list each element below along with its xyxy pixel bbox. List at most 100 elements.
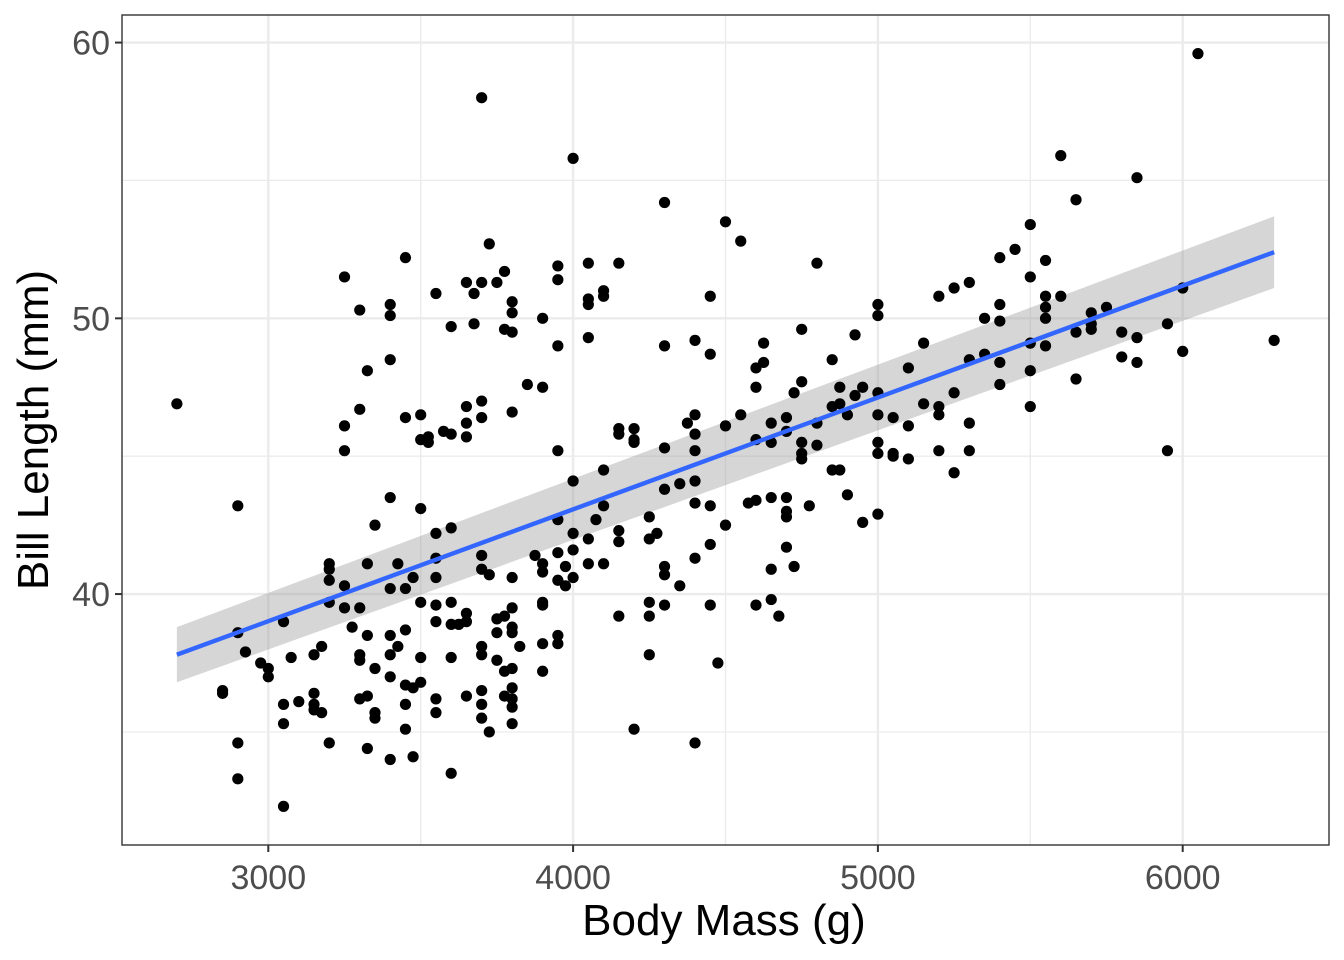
data-point — [415, 502, 427, 515]
data-point — [445, 651, 457, 664]
data-point — [498, 610, 511, 622]
data-point — [384, 309, 396, 322]
x-tick-label: 6000 — [1145, 859, 1221, 897]
data-point — [948, 467, 960, 479]
data-point — [354, 654, 366, 666]
data-point — [1039, 290, 1052, 302]
data-point — [658, 599, 671, 611]
data-point — [445, 428, 457, 440]
data-point — [445, 522, 457, 534]
data-point — [658, 560, 671, 573]
data-point — [476, 549, 488, 562]
data-point — [338, 271, 351, 283]
data-point — [613, 536, 625, 548]
data-point — [674, 478, 686, 490]
data-point — [872, 508, 884, 520]
data-point — [872, 409, 884, 421]
data-point — [506, 307, 518, 319]
data-point — [582, 332, 594, 344]
data-point — [422, 436, 434, 449]
data-point — [559, 580, 572, 592]
data-point — [902, 362, 914, 374]
data-point — [658, 340, 671, 352]
data-point — [651, 527, 663, 540]
data-point — [887, 450, 899, 462]
data-point — [323, 737, 335, 749]
data-point — [902, 453, 914, 465]
data-point — [582, 257, 594, 269]
data-point — [1131, 332, 1143, 344]
data-point — [506, 693, 518, 705]
data-point — [857, 381, 869, 393]
data-point — [582, 298, 594, 311]
data-point — [491, 654, 503, 666]
data-point — [460, 616, 473, 628]
data-point — [476, 649, 488, 661]
confidence-ribbon — [176, 216, 1275, 683]
data-point — [796, 436, 808, 449]
data-point — [430, 599, 442, 611]
data-point — [963, 276, 975, 289]
data-point — [773, 610, 785, 622]
data-point — [392, 640, 404, 653]
data-point — [567, 544, 579, 556]
data-point — [658, 196, 671, 209]
data-point — [552, 638, 564, 650]
data-point — [476, 684, 488, 697]
data-point — [902, 420, 914, 432]
data-point — [506, 326, 518, 338]
data-point — [780, 511, 793, 523]
data-point — [933, 400, 945, 413]
data-point — [537, 566, 549, 578]
data-point — [476, 640, 488, 653]
data-point — [1055, 290, 1067, 302]
data-point — [361, 365, 373, 377]
data-point — [613, 525, 625, 537]
data-point — [285, 651, 297, 664]
data-point — [316, 707, 328, 719]
data-point — [491, 627, 503, 639]
data-point — [582, 558, 594, 570]
data-point — [750, 381, 762, 393]
data-point — [506, 662, 518, 675]
data-point — [788, 560, 800, 573]
data-point — [948, 282, 960, 294]
data-point — [1268, 334, 1280, 346]
data-point — [293, 696, 305, 708]
data-point — [552, 547, 564, 559]
data-point — [1024, 271, 1036, 283]
data-point — [1039, 312, 1052, 324]
data-point — [994, 298, 1006, 311]
data-point — [537, 558, 549, 570]
data-point — [613, 257, 625, 269]
data-point — [689, 334, 701, 346]
data-point — [537, 381, 549, 393]
data-point — [506, 682, 518, 694]
data-point — [552, 445, 564, 457]
data-point — [506, 571, 518, 584]
data-point — [788, 387, 800, 399]
data-point — [232, 500, 244, 512]
data-point — [643, 610, 655, 622]
data-point — [757, 356, 770, 369]
data-point — [872, 447, 884, 460]
data-point — [506, 406, 518, 418]
axis-ticks: 3000 4000 5000 6000 40 50 60 — [72, 25, 1220, 897]
data-point — [597, 464, 610, 476]
data-point — [643, 649, 655, 661]
data-point — [719, 216, 732, 228]
data-point — [643, 596, 655, 608]
data-point — [963, 445, 975, 457]
data-point — [384, 753, 396, 766]
data-point — [780, 491, 793, 504]
data-point — [476, 92, 488, 104]
data-point — [361, 558, 373, 570]
data-point — [277, 800, 290, 812]
data-point — [613, 428, 625, 440]
data-point — [750, 494, 762, 506]
data-point — [552, 274, 564, 286]
data-point — [216, 684, 229, 697]
data-point — [689, 497, 701, 509]
regression-line — [176, 250, 1275, 657]
